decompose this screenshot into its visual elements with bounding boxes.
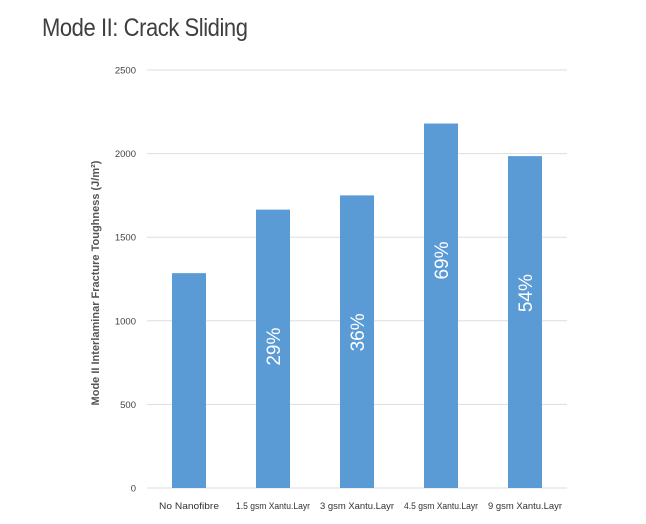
- data-label: 29%: [264, 328, 285, 366]
- y-tick-label: 1500: [115, 233, 136, 244]
- x-axis-categories: No Nanofibre 1.5 gsm Xantu.Layr 3 gsm Xant…: [159, 501, 562, 512]
- bar: [508, 156, 542, 488]
- chart-title: Mode II: Crack Sliding: [42, 14, 248, 42]
- x-category-label: 3 gsm Xantu.Layr: [320, 501, 394, 512]
- bars: 29% 36% 69% 54%: [172, 123, 542, 488]
- bar: [256, 209, 290, 488]
- x-category-label: 1.5 gsm Xantu.Layr: [236, 501, 310, 512]
- x-category-label: No Nanofibre: [159, 501, 219, 512]
- bar: [172, 273, 206, 488]
- y-tick-label: 2500: [115, 66, 136, 77]
- y-tick-label: 2000: [115, 149, 136, 160]
- y-axis-label: Mode II Interlaminar Fracture Toughness …: [90, 160, 102, 405]
- bar: [424, 123, 458, 488]
- data-label: 69%: [432, 241, 453, 279]
- y-tick-label: 500: [120, 400, 136, 411]
- x-category-label: 4.5 gsm Xantu.Layr: [404, 501, 478, 512]
- data-label: 54%: [516, 274, 537, 312]
- y-tick-label: 1000: [115, 316, 136, 327]
- bar: [340, 195, 374, 488]
- data-label: 36%: [348, 313, 369, 351]
- y-axis-ticks: 0 500 1000 1500 2000 2500: [115, 66, 136, 495]
- x-category-label: 9 gsm Xantu.Layr: [488, 501, 562, 512]
- y-tick-label: 0: [131, 484, 136, 495]
